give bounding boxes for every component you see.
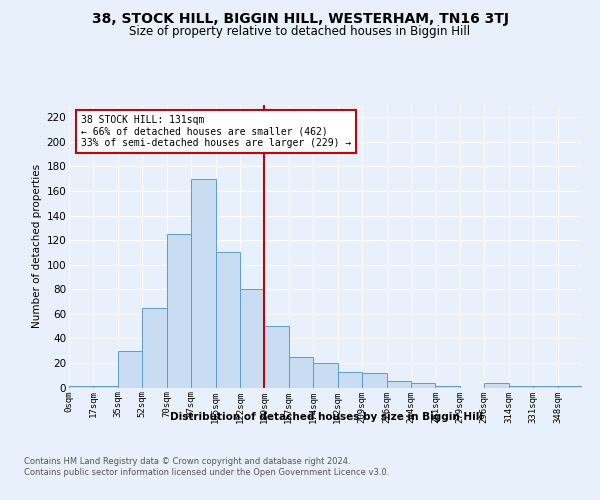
Bar: [557, 386, 582, 388]
Bar: [167, 234, 191, 388]
Text: 38, STOCK HILL, BIGGIN HILL, WESTERHAM, TN16 3TJ: 38, STOCK HILL, BIGGIN HILL, WESTERHAM, …: [91, 12, 509, 26]
Bar: [69, 386, 94, 388]
Text: Distribution of detached houses by size in Biggin Hill: Distribution of detached houses by size …: [170, 412, 484, 422]
Bar: [289, 357, 313, 388]
Bar: [362, 373, 386, 388]
Bar: [94, 386, 118, 388]
Bar: [509, 386, 533, 388]
Bar: [215, 252, 240, 388]
Text: 38 STOCK HILL: 131sqm
← 66% of detached houses are smaller (462)
33% of semi-det: 38 STOCK HILL: 131sqm ← 66% of detached …: [81, 115, 352, 148]
Bar: [338, 372, 362, 388]
Bar: [191, 178, 215, 388]
Bar: [533, 386, 557, 388]
Text: Contains HM Land Registry data © Crown copyright and database right 2024.
Contai: Contains HM Land Registry data © Crown c…: [24, 458, 389, 477]
Bar: [411, 382, 436, 388]
Bar: [240, 289, 265, 388]
Bar: [484, 382, 509, 388]
Text: Size of property relative to detached houses in Biggin Hill: Size of property relative to detached ho…: [130, 25, 470, 38]
Bar: [265, 326, 289, 388]
Bar: [386, 382, 411, 388]
Bar: [436, 386, 460, 388]
Bar: [313, 363, 338, 388]
Y-axis label: Number of detached properties: Number of detached properties: [32, 164, 43, 328]
Bar: [118, 350, 142, 388]
Bar: [142, 308, 167, 388]
